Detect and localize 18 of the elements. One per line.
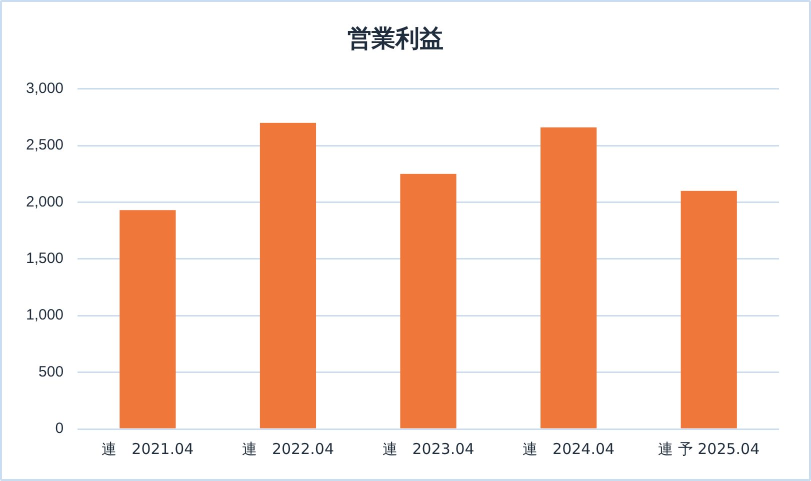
y-tick-label: 2,000 <box>26 193 64 210</box>
y-tick-label: 500 <box>38 363 64 380</box>
y-tick-label: 0 <box>55 420 64 438</box>
y-tick-label: 1,000 <box>26 306 64 324</box>
y-tick-label: 2,500 <box>26 136 64 154</box>
x-tick-label: 連 2023.04 <box>382 440 474 458</box>
x-tick-label: 連 予 2025.04 <box>658 440 760 458</box>
x-tick-label: 連 2024.04 <box>522 440 615 458</box>
y-tick-label: 3,000 <box>26 80 64 97</box>
bar <box>120 210 176 428</box>
bar <box>680 190 737 428</box>
x-tick-label: 連 2021.04 <box>102 440 194 458</box>
y-tick-label: 1,500 <box>26 250 64 268</box>
bar <box>540 127 597 428</box>
bar <box>400 174 456 428</box>
x-tick-label: 連 2022.04 <box>242 440 334 458</box>
bar <box>260 122 316 428</box>
chart-title: 営業利益 <box>348 24 444 53</box>
